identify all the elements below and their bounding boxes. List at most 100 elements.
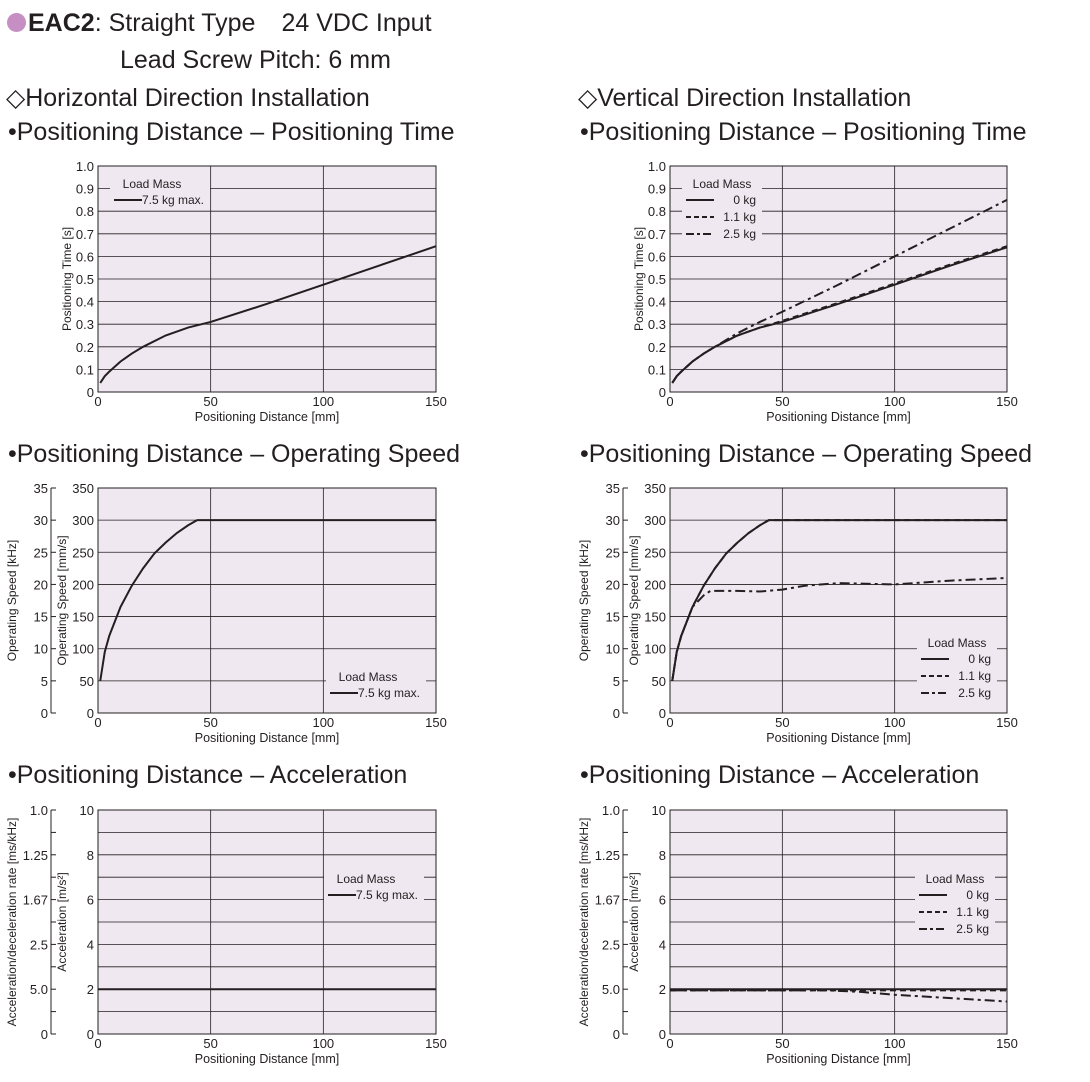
y-tick-label: 0.9 <box>648 182 666 197</box>
x-axis-label: Positioning Distance [mm] <box>766 1052 911 1066</box>
y-tick-label: 250 <box>644 545 666 560</box>
y-tick-label: 300 <box>72 513 94 528</box>
y-tick-label: 0 <box>87 385 94 400</box>
y-tick-label: 0.6 <box>76 249 94 264</box>
y-tick-label: 0.8 <box>648 204 666 219</box>
y-tick-label: 0.2 <box>648 340 666 355</box>
x-tick-label: 0 <box>666 1036 673 1051</box>
legend <box>682 175 762 244</box>
y-tick-label: 8 <box>87 848 94 863</box>
y-tick-label: 250 <box>72 545 94 560</box>
legend <box>110 175 210 210</box>
legend <box>324 870 424 905</box>
y-tick-label: 0 <box>659 1027 666 1042</box>
legend-label: 2.5 kg <box>958 686 991 700</box>
secondary-y-tick-label: 1.67 <box>23 893 48 908</box>
y-tick-label: 4 <box>659 937 666 952</box>
y-axis-label: Acceleration [m/s²] <box>627 872 641 971</box>
page-title: EAC2: Straight Type 24 VDC Input <box>7 9 432 38</box>
series-line <box>99 519 436 682</box>
y-axis-label: Positioning Time [s] <box>60 227 74 331</box>
y-tick-label: 0.1 <box>76 362 94 377</box>
legend-label: 1.1 kg <box>723 210 756 224</box>
legend-label: 2.5 kg <box>723 227 756 241</box>
y-tick-label: 0.5 <box>76 272 94 287</box>
y-tick-label: 0 <box>87 706 94 721</box>
plot-frame <box>97 165 437 393</box>
x-axis-label: Positioning Distance [mm] <box>195 410 340 424</box>
secondary-y-tick-label: 0 <box>41 706 48 721</box>
x-tick-label: 0 <box>666 715 673 730</box>
y-tick-label: 0.5 <box>648 272 666 287</box>
x-tick-label: 100 <box>312 1036 334 1051</box>
y-tick-label: 2 <box>87 982 94 997</box>
y-tick-label: 8 <box>659 848 666 863</box>
y-tick-label: 100 <box>72 642 94 657</box>
x-tick-label: 150 <box>996 1036 1018 1051</box>
legend-title: Load Mass <box>693 177 752 191</box>
y-tick-label: 10 <box>652 803 666 818</box>
chart-h-time: 0 0.1 0.2 0.3 0.4 0.5 0.6 0.7 0.8 0.9 1.0 0 50 100 150… <box>60 159 447 424</box>
y-tick-label: 50 <box>652 674 666 689</box>
secondary-y-tick-label: 0 <box>613 706 620 721</box>
secondary-y-tick-label: 25 <box>606 545 620 560</box>
legend-label: 0 kg <box>733 193 756 207</box>
y-tick-label: 4 <box>87 937 94 952</box>
title-v-speed: •Positioning Distance – Operating Speed <box>580 440 1033 468</box>
plot-frame <box>97 809 437 1035</box>
series-line <box>670 989 1008 1003</box>
y-tick-label: 0 <box>659 385 666 400</box>
secondary-y-tick-label: 30 <box>34 513 48 528</box>
title-v-accel: •Positioning Distance – Acceleration <box>580 761 980 789</box>
plot-frame <box>669 165 1008 393</box>
secondary-y-tick-label: 5.0 <box>602 982 620 997</box>
y-tick-label: 0.6 <box>648 249 666 264</box>
y-axis-label: Operating Speed [mm/s] <box>55 535 69 665</box>
y-axis-label: Positioning Time [s] <box>632 227 646 331</box>
secondary-y-tick-label: 35 <box>606 481 620 496</box>
bullet-icon <box>7 13 26 32</box>
y-axis-label: Acceleration [m/s²] <box>55 872 69 971</box>
secondary-y-tick-label: 1.67 <box>595 893 620 908</box>
y-tick-label: 0.3 <box>76 317 94 332</box>
y-tick-label: 0.4 <box>648 295 666 310</box>
legend-label: 0 kg <box>966 888 989 902</box>
secondary-y-tick-label: 20 <box>34 577 48 592</box>
legend-label: 7.5 kg max. <box>358 686 420 700</box>
y-tick-label: 350 <box>72 481 94 496</box>
plot-frame <box>669 809 1008 1035</box>
x-tick-label: 100 <box>312 394 334 409</box>
x-tick-label: 150 <box>996 715 1018 730</box>
legend <box>326 668 426 703</box>
x-tick-label: 0 <box>94 715 101 730</box>
secondary-y-tick-label: 2.5 <box>30 937 48 952</box>
y-tick-label: 2 <box>659 982 666 997</box>
legend-title: Load Mass <box>926 872 985 886</box>
y-tick-label: 350 <box>644 481 666 496</box>
y-tick-label: 0.9 <box>76 182 94 197</box>
y-tick-label: 1.0 <box>76 159 94 174</box>
title-h-time: •Positioning Distance – Positioning Time <box>8 118 455 146</box>
plot-frame <box>669 487 1008 714</box>
x-tick-label: 50 <box>203 1036 217 1051</box>
legend-label: 7.5 kg max. <box>356 888 418 902</box>
plot-frame <box>97 487 437 714</box>
secondary-y-tick-label: 15 <box>34 610 48 625</box>
lead-screw-pitch: Lead Screw Pitch: 6 mm <box>120 46 391 74</box>
legend-title: Load Mass <box>123 177 182 191</box>
secondary-y-axis-label: Operating Speed [kHz] <box>577 540 591 661</box>
y-tick-label: 0 <box>87 1027 94 1042</box>
y-tick-label: 10 <box>80 803 94 818</box>
x-tick-label: 150 <box>425 715 447 730</box>
secondary-y-axis-label: Operating Speed [kHz] <box>5 540 19 661</box>
secondary-y-tick-label: 1.0 <box>30 803 48 818</box>
x-tick-label: 150 <box>425 1036 447 1051</box>
y-tick-label: 200 <box>644 577 666 592</box>
y-tick-label: 0.7 <box>76 227 94 242</box>
x-axis-label: Positioning Distance [mm] <box>766 410 911 424</box>
x-tick-label: 100 <box>884 1036 906 1051</box>
